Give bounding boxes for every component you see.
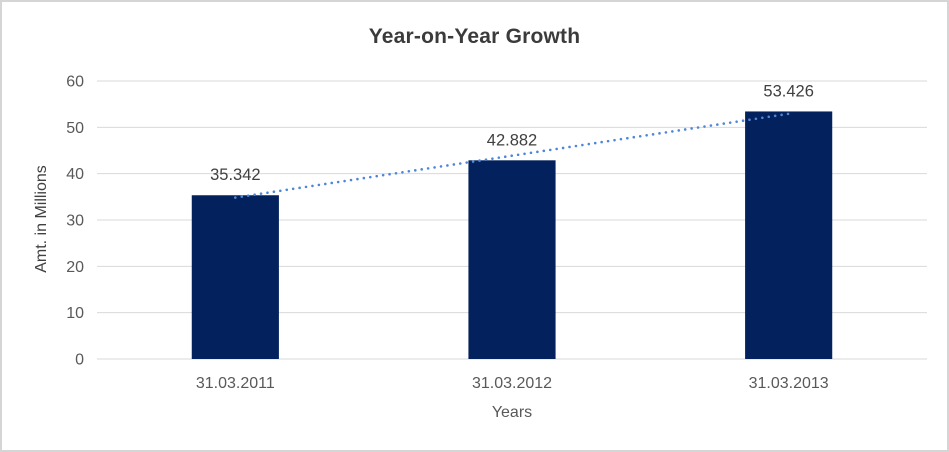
- y-tick-label: 20: [66, 259, 84, 276]
- bar-31.03.2011: [191, 195, 279, 359]
- y-tick-label: 40: [66, 166, 84, 183]
- y-tick-label: 50: [66, 120, 84, 137]
- data-label: 42.882: [487, 131, 537, 149]
- data-label: 53.426: [763, 82, 813, 100]
- bar-31.03.2013: [745, 111, 833, 359]
- y-tick-label: 0: [75, 352, 84, 369]
- x-tick-label: 31.03.2013: [749, 375, 829, 392]
- chart-title: Year-on-Year Growth: [368, 25, 581, 48]
- x-axis-title: Years: [491, 404, 533, 421]
- x-tick-label: 31.03.2012: [472, 375, 552, 392]
- y-tick-label: 60: [66, 74, 84, 91]
- x-tick-label: 31.03.2011: [196, 375, 275, 392]
- y-tick-label: 30: [66, 213, 84, 230]
- y-axis-title: Amt. in Millions: [33, 165, 50, 273]
- y-tick-label: 10: [66, 305, 84, 322]
- trendline: [234, 112, 790, 199]
- data-label: 35.342: [210, 166, 260, 184]
- bar-31.03.2012: [468, 160, 556, 359]
